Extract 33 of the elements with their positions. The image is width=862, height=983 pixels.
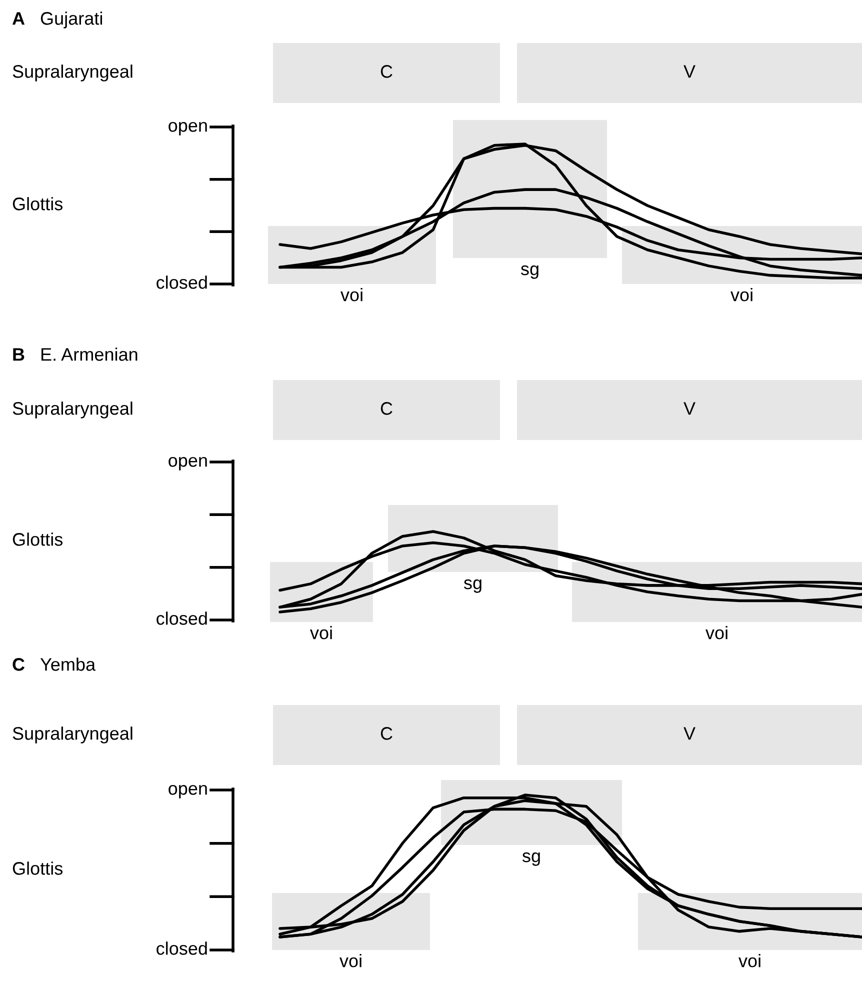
annotation: sg: [522, 852, 540, 866]
text: closed: [156, 942, 207, 955]
text: V: [684, 727, 696, 740]
text: A: [12, 12, 25, 25]
text: V: [684, 402, 696, 415]
text: voi: [706, 626, 728, 640]
text: Gujarati: [40, 12, 102, 28]
text: Supralaryngeal: [12, 64, 132, 82]
text: Yemba: [40, 658, 96, 671]
text: voi: [340, 954, 362, 968]
text: voi: [340, 288, 362, 302]
text: closed: [156, 276, 207, 289]
text: open: [168, 784, 207, 798]
text: V: [684, 65, 696, 78]
y-axis-title: Glottis: [12, 862, 63, 875]
text: open: [168, 456, 207, 470]
annotation: sg: [520, 265, 538, 279]
text: closed: [156, 612, 207, 625]
text: E. Armenian: [41, 348, 138, 361]
text: Supralaryngeal: [12, 726, 132, 744]
y-axis-title: Glottis: [12, 532, 63, 546]
text: Supralaryngeal: [12, 402, 132, 418]
text: C: [380, 727, 392, 740]
text: B: [13, 348, 24, 361]
text: voi: [730, 288, 752, 302]
text: voi: [310, 626, 332, 640]
text: voi: [738, 954, 760, 968]
text: C: [380, 65, 392, 78]
text: C: [12, 658, 25, 671]
text: open: [168, 122, 207, 136]
annotation: sg: [464, 579, 482, 593]
y-axis-title: Glottis: [12, 197, 63, 210]
text: C: [380, 402, 392, 415]
